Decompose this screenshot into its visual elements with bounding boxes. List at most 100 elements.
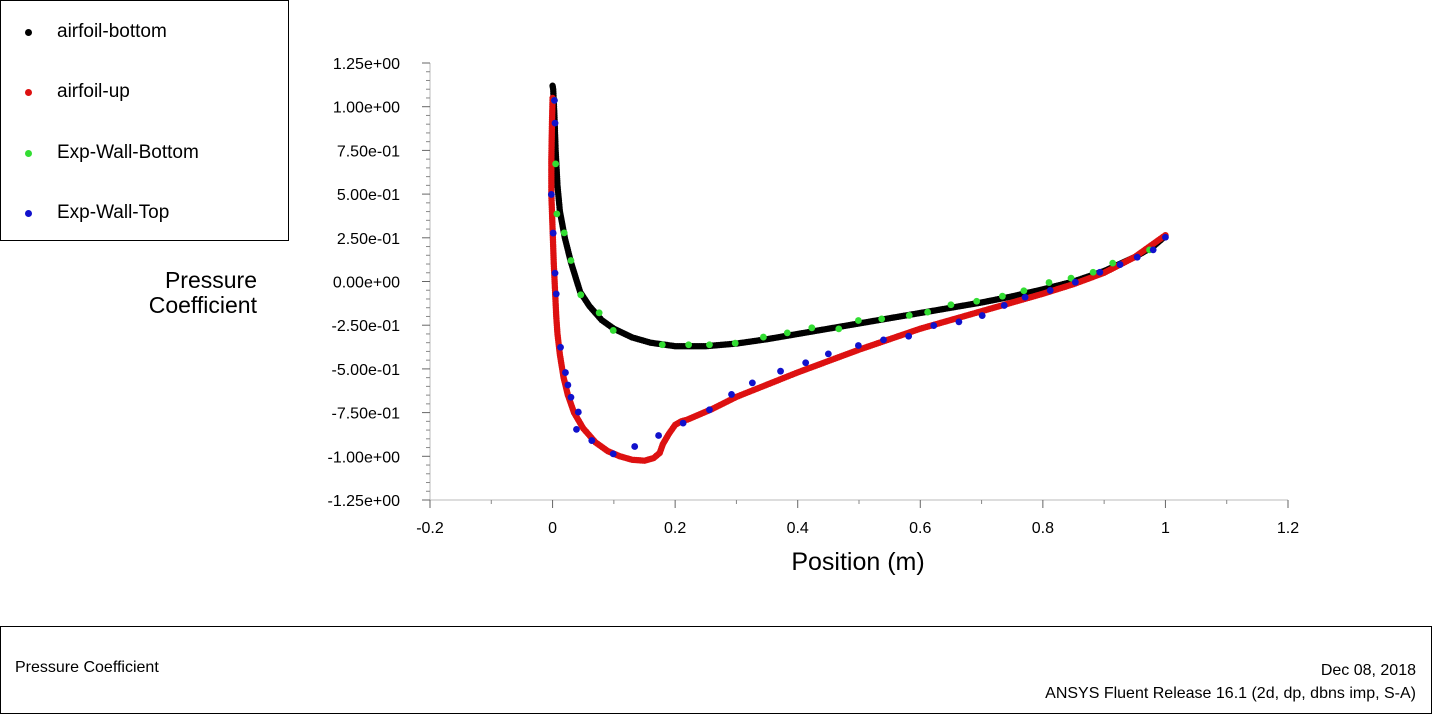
data-point <box>562 369 569 376</box>
legend-label: Exp-Wall-Bottom <box>57 142 199 163</box>
series-airfoil-bottom <box>549 82 1169 350</box>
data-point <box>1089 268 1097 276</box>
data-point <box>1046 287 1054 294</box>
x-tick-label: 0 <box>548 520 557 537</box>
footer-info: Dec 08, 2018 ANSYS Fluent Release 16.1 (… <box>1045 659 1416 705</box>
data-point <box>1067 274 1075 282</box>
data-point <box>552 290 560 298</box>
data-point <box>706 341 713 349</box>
data-point <box>679 419 687 427</box>
data-point <box>947 301 955 309</box>
legend: airfoil-bottom airfoil-up Exp-Wall-Botto… <box>0 0 289 241</box>
y-axis-label-line: Pressure <box>164 267 257 293</box>
data-point <box>564 381 572 389</box>
data-point <box>609 327 617 334</box>
data-point <box>728 391 735 398</box>
y-tick-label: 7.50e-01 <box>337 143 400 160</box>
x-tick-label: 1.2 <box>1277 520 1299 537</box>
legend-item-exp-wall-bottom: Exp-Wall-Bottom <box>25 141 199 165</box>
data-point <box>777 367 784 375</box>
data-point <box>574 408 582 416</box>
legend-marker <box>25 209 32 217</box>
y-tick-label: -5.00e-01 <box>332 362 401 379</box>
data-point <box>924 308 932 316</box>
data-point <box>549 229 557 237</box>
y-axis-label-line: Coefficient <box>148 292 257 318</box>
data-point <box>551 97 558 104</box>
x-tick-label: 1 <box>1161 520 1170 537</box>
data-point <box>577 291 585 299</box>
data-point <box>1116 261 1124 268</box>
data-point <box>955 318 963 326</box>
data-point <box>978 312 986 319</box>
data-point <box>1109 259 1117 267</box>
y-axis-label: Pressure Coefficient <box>149 268 257 318</box>
data-point <box>1071 278 1079 286</box>
data-point <box>557 343 564 351</box>
data-point <box>854 342 862 349</box>
legend-label: Exp-Wall-Top <box>57 202 170 223</box>
data-point <box>685 341 693 349</box>
data-point <box>551 269 559 277</box>
data-point <box>560 229 568 237</box>
data-point <box>1162 233 1169 241</box>
data-point <box>930 322 938 329</box>
footer-date: Dec 08, 2018 <box>1320 662 1416 679</box>
data-point <box>905 312 913 319</box>
data-point <box>588 437 596 444</box>
data-point <box>631 443 639 450</box>
data-point <box>854 317 862 324</box>
y-tick-label: 1.25e+00 <box>333 56 400 73</box>
y-tick-label: -7.50e-01 <box>332 406 401 423</box>
data-point <box>1096 268 1104 276</box>
data-point <box>595 309 603 317</box>
footer-software: ANSYS Fluent Release 16.1 (2d, dp, dbns … <box>1045 685 1416 702</box>
data-point <box>552 160 560 168</box>
footer: Pressure Coefficient Dec 08, 2018 ANSYS … <box>0 626 1432 714</box>
y-tick-label: -1.25e+00 <box>327 493 400 510</box>
x-tick-label: 0.2 <box>664 520 686 537</box>
x-tick-label: -0.2 <box>416 520 444 537</box>
y-tick-label: 0.00e+00 <box>333 275 400 292</box>
data-point <box>1149 246 1157 254</box>
data-point <box>567 257 575 264</box>
legend-item-airfoil-bottom: airfoil-bottom <box>25 20 167 44</box>
x-tick-label: 0.8 <box>1032 520 1054 537</box>
x-tick-label: 0.4 <box>787 520 809 537</box>
data-point <box>551 119 559 127</box>
data-point <box>609 450 617 458</box>
data-point <box>553 210 561 218</box>
data-point <box>878 315 886 323</box>
data-point <box>658 341 666 349</box>
data-point <box>905 332 913 340</box>
legend-marker <box>25 28 32 36</box>
legend-item-exp-wall-top: Exp-Wall-Top <box>25 201 169 225</box>
series-exp-wall-bottom <box>551 97 1153 349</box>
legend-label: airfoil-bottom <box>57 21 167 42</box>
data-point <box>759 333 767 341</box>
data-point <box>547 191 555 198</box>
data-point <box>1020 287 1028 295</box>
legend-item-airfoil-up: airfoil-up <box>25 80 130 104</box>
data-point <box>835 325 843 333</box>
footer-title: Pressure Coefficient <box>15 659 159 676</box>
axes: 1.25e+00 1.00e+00 7.50e-01 5.00e-01 2.50e-01… <box>327 56 1299 537</box>
data-point <box>1021 293 1029 301</box>
data-point <box>706 406 713 414</box>
y-tick-label: 2.50e-01 <box>337 231 400 248</box>
data-point <box>999 292 1006 300</box>
data-point <box>731 339 739 347</box>
data-point <box>1133 253 1141 261</box>
legend-marker <box>25 88 32 96</box>
series-exp-wall-top <box>547 97 1169 458</box>
data-point <box>748 379 756 387</box>
data-marks <box>547 82 1169 464</box>
legend-label: airfoil-up <box>57 81 130 102</box>
y-tick-label: 5.00e-01 <box>337 187 400 204</box>
x-tick-label: 0.6 <box>909 520 931 537</box>
data-point <box>655 432 662 439</box>
y-tick-label: -1.00e+00 <box>327 449 400 466</box>
legend-marker <box>25 149 32 157</box>
data-point <box>880 336 887 344</box>
data-point <box>573 425 580 433</box>
